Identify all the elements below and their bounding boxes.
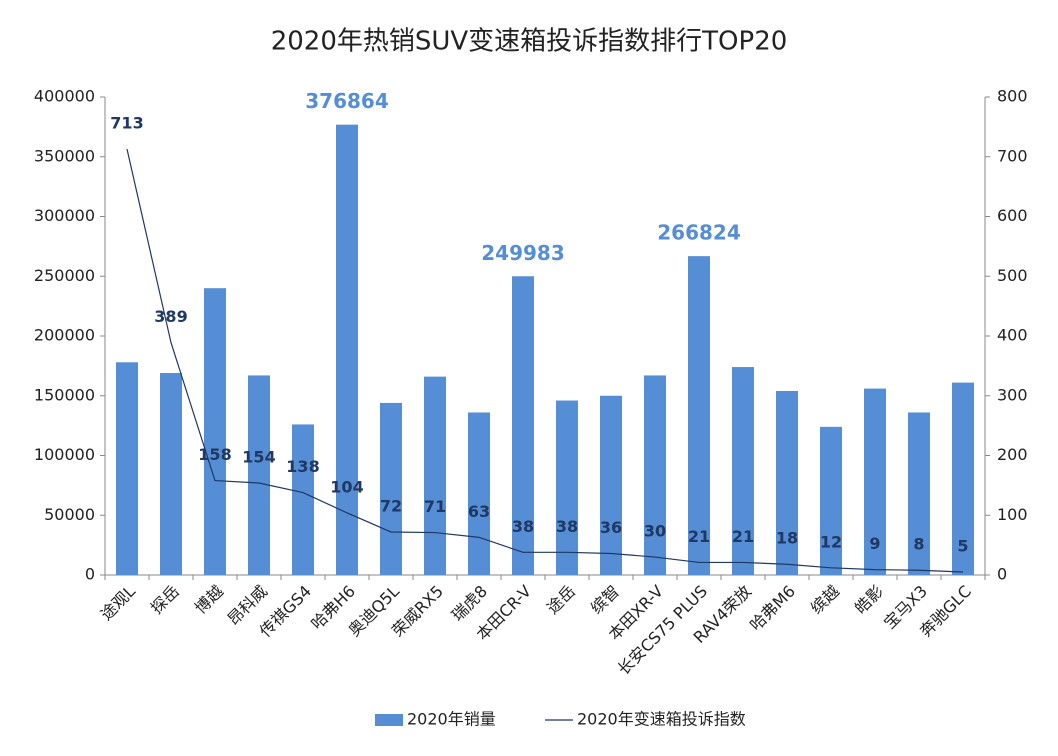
y2-tick-label: 0 [997,565,1007,584]
line-value-label: 38 [512,517,534,536]
y2-tick-label: 100 [997,505,1028,524]
x-tick-label: 途观L [97,582,139,624]
bar [688,256,710,575]
x-tick-label: 哈弗M6 [746,582,799,635]
y-tick-label: 200000 [34,326,95,345]
x-tick-label: 探岳 [147,582,183,618]
x-tick-label: 缤智 [587,582,623,618]
y2-tick-label: 200 [997,445,1028,464]
line-value-label: 5 [957,537,968,556]
bar [644,375,666,575]
line-value-label: 38 [556,517,578,536]
y-tick-label: 50000 [44,505,95,524]
bar [556,400,578,575]
line-value-label: 21 [688,527,710,546]
bar-value-label: 266824 [657,221,741,245]
line [126,148,964,573]
y-tick-label: 100000 [34,445,95,464]
chart-title: 2020年热销SUV变速箱投诉指数排行TOP20 [271,27,788,57]
bar [160,373,182,575]
y2-tick-label: 500 [997,266,1028,285]
y-tick-label: 400000 [34,87,95,106]
line-value-label: 158 [198,445,231,464]
line-value-label: 63 [468,502,490,521]
line-value-label: 36 [600,518,622,537]
legend-swatch [375,714,403,726]
y-tick-label: 250000 [34,266,95,285]
line-value-label: 72 [380,496,402,515]
line-value-label: 8 [913,535,924,554]
bar [292,424,314,575]
bar [776,390,798,575]
bar [864,388,886,575]
bar [116,362,138,575]
x-tick-label: 途岳 [543,582,579,618]
y-tick-label: 300000 [34,206,95,225]
bar [512,276,534,575]
bar [732,367,754,575]
line-value-label: 30 [644,522,666,541]
x-tick-label: 皓影 [851,582,887,618]
line-value-label: 71 [424,497,446,516]
y2-tick-label: 700 [997,146,1028,165]
bar [424,376,446,575]
y2-tick-label: 400 [997,326,1028,345]
bar [468,412,490,575]
bar-value-label: 376864 [305,89,389,113]
bar [952,382,974,575]
y2-tick-label: 800 [997,87,1028,106]
line-value-label: 713 [110,113,143,132]
y-tick-label: 0 [85,565,95,584]
x-tick-label: 缤越 [807,582,843,618]
line-value-label: 18 [776,529,798,548]
bar [336,124,358,575]
bar [908,412,930,575]
line-value-label: 104 [330,477,363,496]
bar [248,375,270,575]
line-value-label: 389 [154,307,187,326]
y2-tick-label: 300 [997,385,1028,404]
bar [820,426,842,575]
line-value-label: 138 [286,457,319,476]
line-value-label: 9 [869,534,880,553]
bar [600,395,622,575]
bar-value-label: 249983 [481,241,565,265]
bar [380,402,402,575]
line-value-label: 21 [732,527,754,546]
y2-tick-label: 600 [997,206,1028,225]
line-value-label: 12 [820,532,842,551]
legend-label: 2020年变速箱投诉指数 [577,710,746,729]
y-tick-label: 350000 [34,146,95,165]
x-tick-label: 博越 [191,582,227,618]
y-tick-label: 150000 [34,385,95,404]
legend-label: 2020年销量 [407,710,496,729]
line-value-label: 154 [242,447,275,466]
bar [204,288,226,575]
